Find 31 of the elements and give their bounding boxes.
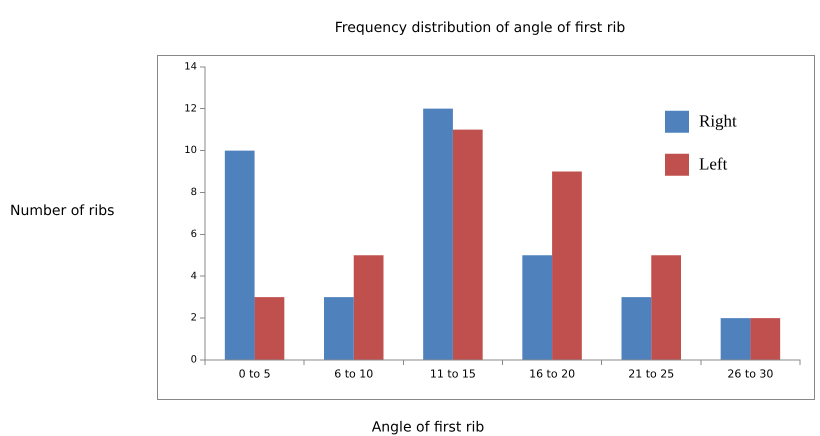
legend-label: Right — [699, 111, 738, 130]
x-tick-label: 16 to 20 — [529, 367, 576, 380]
x-tick-label: 26 to 30 — [727, 367, 774, 380]
y-tick-label: 12 — [184, 103, 197, 114]
x-axis-title: Angle of first rib — [372, 420, 484, 436]
y-tick-label: 14 — [184, 61, 197, 72]
bar — [651, 255, 681, 360]
legend-label: Left — [699, 154, 728, 174]
y-tick-label: 4 — [190, 270, 197, 282]
bar — [750, 318, 780, 360]
bar — [452, 130, 483, 360]
y-tick-label: 6 — [190, 228, 197, 240]
bar — [254, 297, 284, 360]
bar — [622, 297, 652, 360]
x-tick-label: 21 to 25 — [628, 367, 674, 380]
bar — [423, 108, 453, 360]
y-tick-label: 0 — [190, 354, 197, 366]
chart-title: Frequency distribution of angle of first rib — [334, 20, 626, 36]
x-tick-label: 0 to 5 — [238, 367, 271, 380]
y-tick-label: 2 — [190, 312, 197, 324]
bar — [324, 297, 354, 360]
x-tick-label: 11 to 15 — [430, 367, 476, 380]
bar — [354, 255, 384, 360]
bar — [224, 150, 255, 360]
y-tick-label: 8 — [190, 187, 197, 198]
bar — [522, 255, 552, 360]
x-tick-label: 6 to 10 — [334, 367, 374, 380]
bar — [552, 172, 582, 360]
bar — [720, 318, 750, 360]
y-tick-label: 10 — [184, 145, 197, 156]
y-axis-title: Number of ribs — [10, 203, 114, 220]
